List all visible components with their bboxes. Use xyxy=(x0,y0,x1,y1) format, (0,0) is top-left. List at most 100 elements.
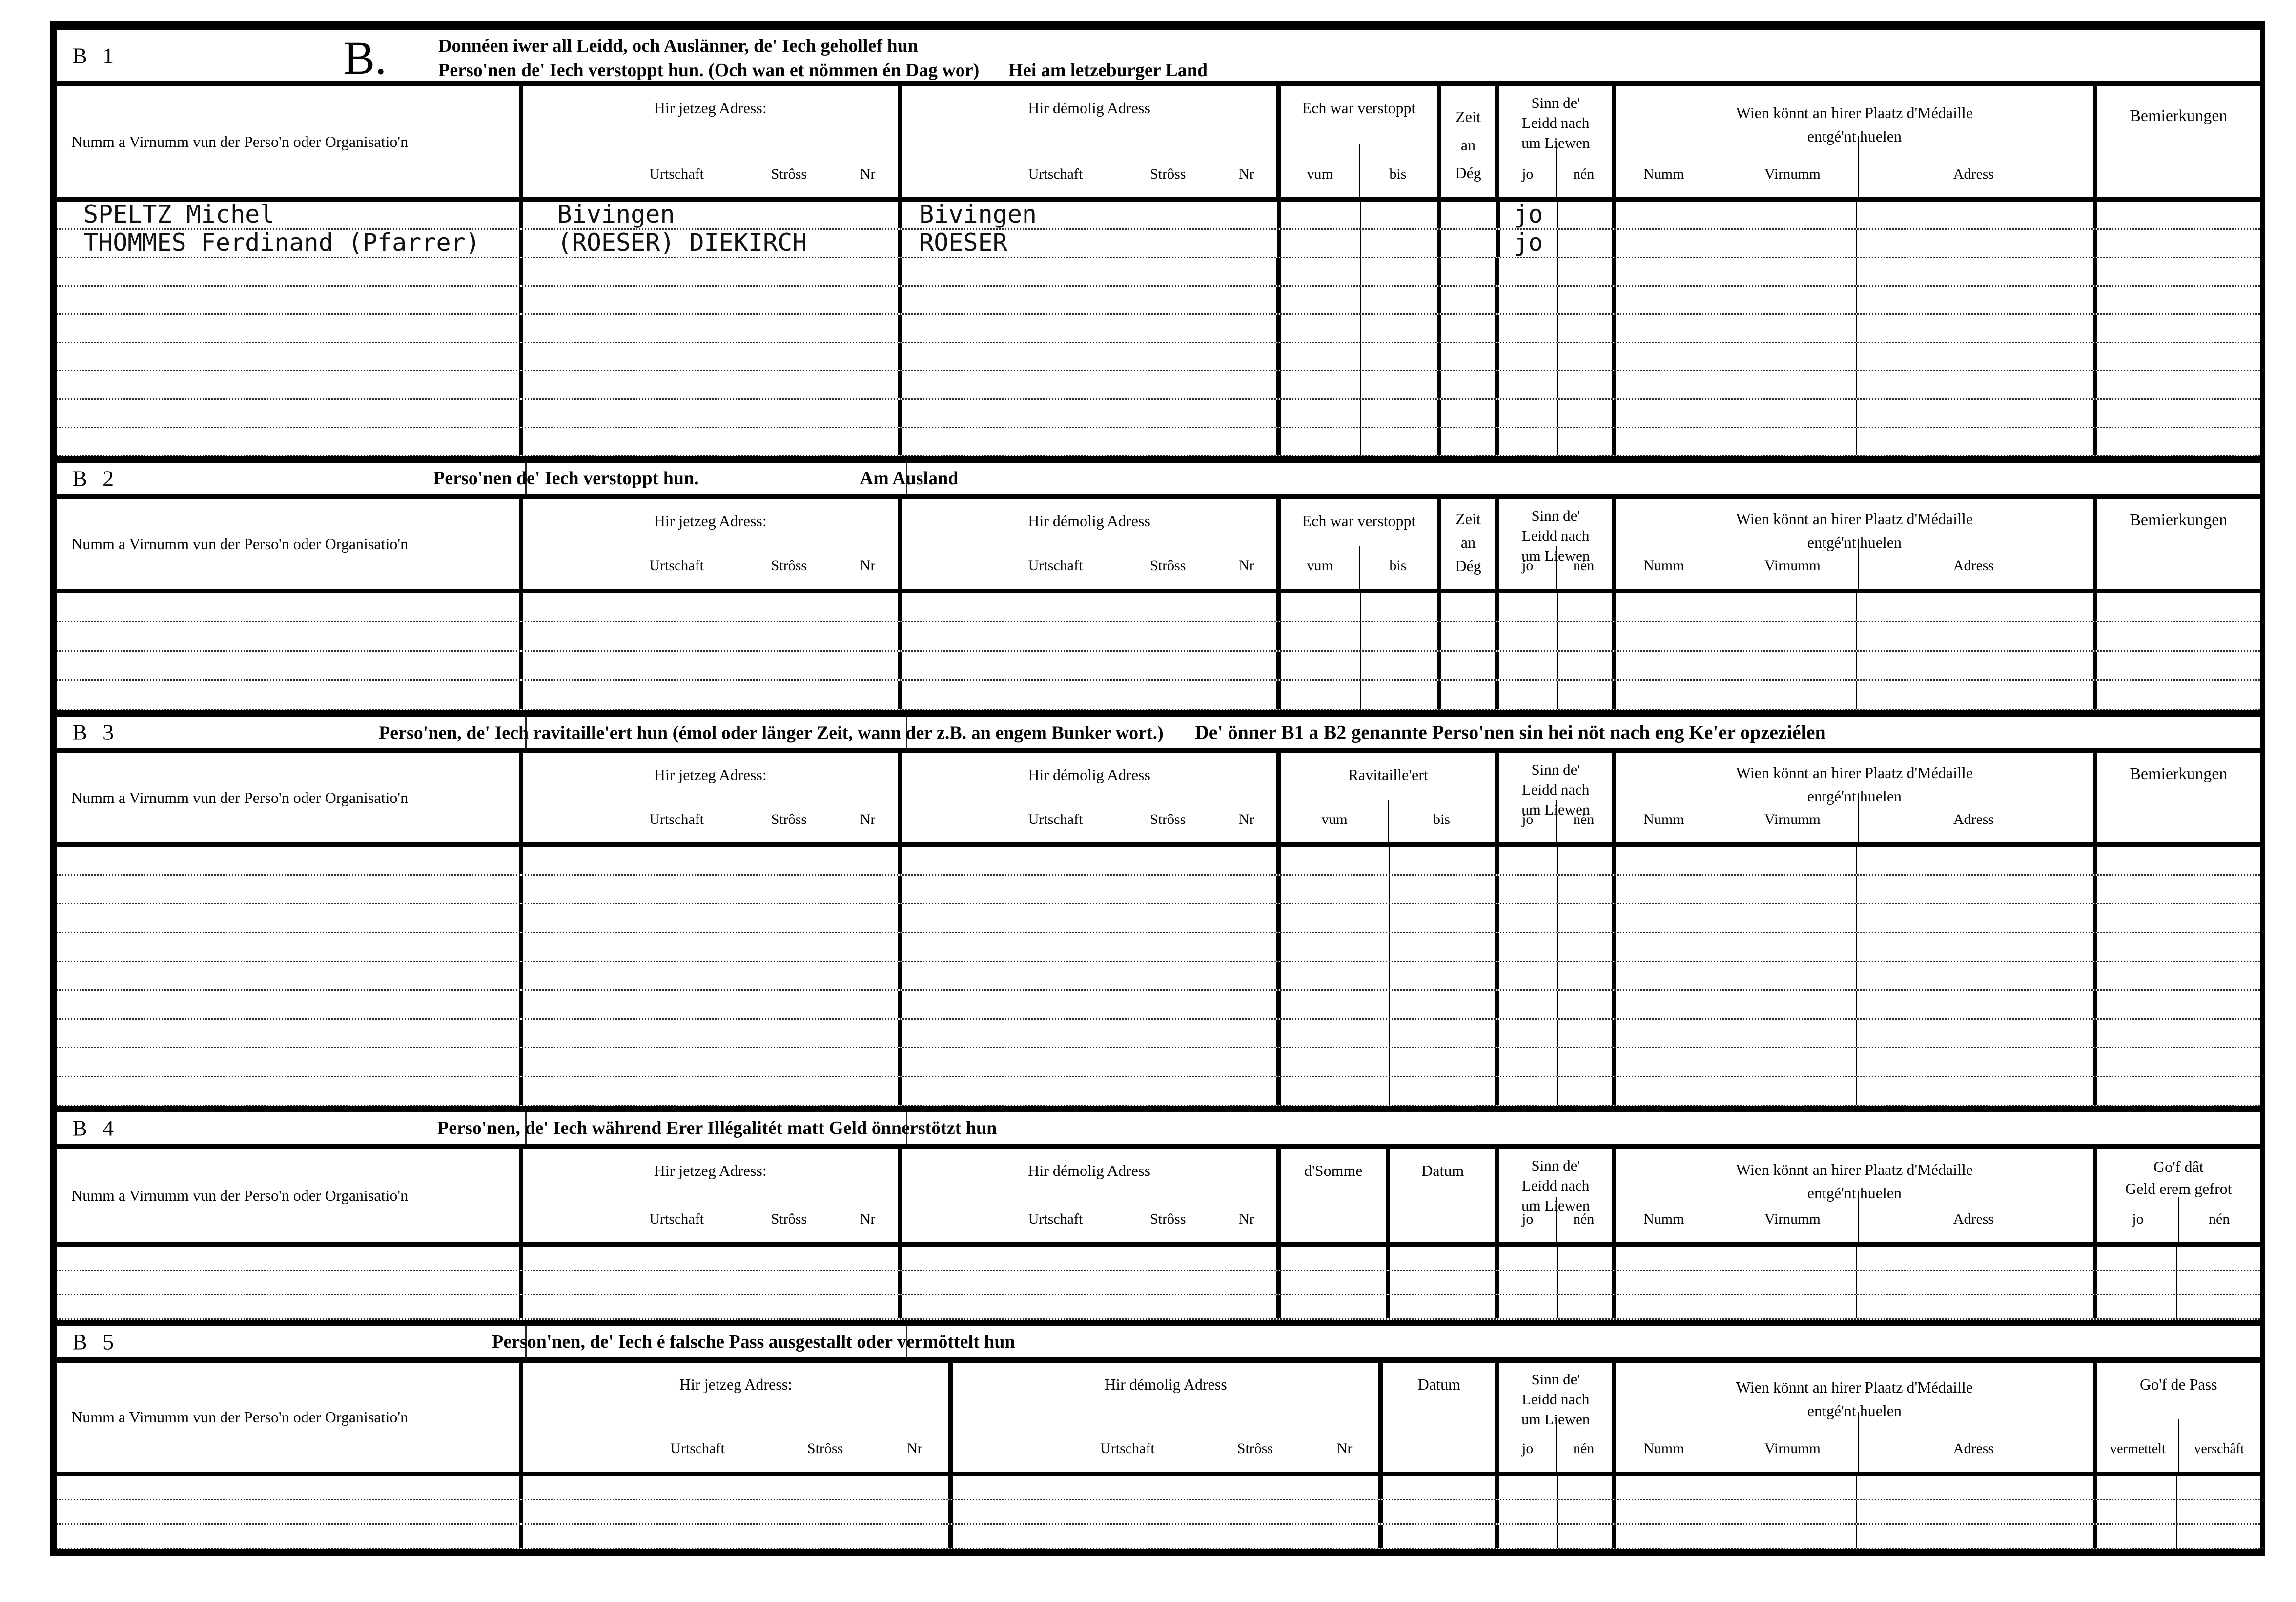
divider xyxy=(2178,1419,2180,1472)
empty-cell xyxy=(57,1077,523,1105)
empty-cell xyxy=(1616,287,1857,313)
b3-rows xyxy=(57,847,2260,1106)
b5-header-row: Numm a Virnumm vun der Perso'n oder Orga… xyxy=(57,1363,2260,1476)
empty-cell xyxy=(1558,230,1617,257)
empty-cell xyxy=(1441,681,1500,709)
empty-cell xyxy=(1390,991,1500,1018)
empty-cell xyxy=(523,593,902,621)
table-row xyxy=(57,1525,2260,1549)
empty-cell xyxy=(2097,258,2260,285)
empty-cell xyxy=(523,991,902,1018)
empty-cell xyxy=(1857,258,2097,285)
empty-cell xyxy=(1441,258,1500,285)
b4-rows xyxy=(57,1247,2260,1320)
empty-cell xyxy=(2177,1295,2260,1318)
empty-cell xyxy=(902,400,1281,427)
column-header-former-address: Hir démolig Adress Urtschaft Strôss Nr xyxy=(902,1149,1281,1242)
table-row xyxy=(57,1476,2260,1500)
column-header-bemierkungen: Bemierkungen xyxy=(2130,765,2228,783)
empty-cell xyxy=(1441,287,1500,313)
column-header-medal: Wien könnt an hirer Plaatz d'Médaille en… xyxy=(1616,753,2097,842)
divider xyxy=(1556,800,1557,842)
empty-cell xyxy=(1857,1048,2097,1076)
empty-cell xyxy=(2177,1500,2260,1523)
table-row xyxy=(57,1500,2260,1525)
empty-cell xyxy=(523,847,902,874)
column-header-current-address: Hir jetzeg Adress: Urtschaft Strôss Nr xyxy=(523,753,902,842)
empty-cell xyxy=(1616,371,1857,398)
column-header-sinn: Sinn de' Leidd nach um Liewen jo nén xyxy=(1499,86,1617,197)
empty-cell xyxy=(523,962,902,989)
column-header-former-address: Hir démolig Adress Urtschaft Strôss Nr xyxy=(902,499,1281,589)
column-header-datum: Datum xyxy=(1390,1149,1500,1242)
empty-cell xyxy=(1558,622,1617,650)
empty-cell xyxy=(1499,1048,1558,1076)
column-header-medal: Wien könnt an hirer Plaatz d'Médaille en… xyxy=(1616,499,2097,589)
empty-cell xyxy=(1558,1500,1617,1523)
empty-cell xyxy=(1857,1295,2097,1318)
empty-cell xyxy=(1558,904,1617,932)
empty-cell xyxy=(1361,315,1441,342)
empty-cell xyxy=(1499,933,1558,961)
empty-cell xyxy=(1616,991,1857,1018)
empty-cell xyxy=(1281,652,1361,679)
empty-cell xyxy=(57,847,523,874)
section-b3-id: B 3 xyxy=(72,719,119,745)
empty-cell xyxy=(1499,622,1558,650)
section-b4-id: B 4 xyxy=(72,1115,119,1141)
empty-cell xyxy=(902,1295,1281,1318)
empty-cell xyxy=(2177,1525,2260,1548)
empty-cell xyxy=(1857,371,2097,398)
empty-cell xyxy=(1281,847,1391,874)
empty-cell xyxy=(1441,652,1500,679)
table-row xyxy=(57,371,2260,400)
b5-rows xyxy=(57,1476,2260,1549)
empty-cell xyxy=(953,1500,1383,1523)
empty-cell xyxy=(57,428,523,455)
empty-cell xyxy=(1499,681,1558,709)
column-header-bemierkungen: Bemierkungen xyxy=(2130,107,2228,125)
empty-cell xyxy=(1558,991,1617,1018)
empty-cell xyxy=(1361,258,1441,285)
empty-cell xyxy=(57,371,523,398)
empty-cell xyxy=(1281,904,1391,932)
empty-cell xyxy=(1558,933,1617,961)
empty-cell xyxy=(1616,1525,1857,1548)
empty-cell xyxy=(1441,343,1500,370)
empty-cell xyxy=(1499,315,1558,342)
empty-cell xyxy=(1383,1476,1500,1499)
empty-cell xyxy=(953,1476,1383,1499)
empty-cell xyxy=(902,904,1281,932)
empty-cell xyxy=(1281,202,1361,228)
empty-cell xyxy=(1558,962,1617,989)
empty-cell xyxy=(1390,962,1500,989)
section-b3-titlebar: B 3 Perso'nen, de' Iech ravitaille'ert h… xyxy=(57,710,2260,753)
empty-cell xyxy=(1390,1077,1500,1105)
empty-cell xyxy=(57,1295,523,1318)
empty-cell xyxy=(1616,593,1857,621)
column-header-sinn: Sinn de' Leidd nach um Liewen jo nén xyxy=(1499,499,1617,589)
empty-cell xyxy=(57,1271,523,1294)
empty-cell xyxy=(1616,1295,1857,1318)
empty-cell xyxy=(902,933,1281,961)
table-row xyxy=(57,1271,2260,1295)
divider xyxy=(1858,1412,1859,1472)
empty-cell xyxy=(1857,652,2097,679)
divider xyxy=(525,463,527,494)
section-b5-title: Person'nen, de' Iech é falsche Pass ausg… xyxy=(492,1332,1015,1352)
empty-cell xyxy=(523,1525,953,1548)
empty-cell xyxy=(1558,258,1617,285)
empty-cell xyxy=(1857,876,2097,903)
empty-cell xyxy=(1499,1077,1558,1105)
empty-cell xyxy=(902,287,1281,313)
empty-cell xyxy=(1857,428,2097,455)
empty-cell xyxy=(1616,904,1857,932)
empty-cell xyxy=(1499,287,1558,313)
divider xyxy=(1858,136,1859,197)
table-row xyxy=(57,652,2260,681)
empty-cell xyxy=(1857,681,2097,709)
empty-cell xyxy=(523,933,902,961)
column-header-bemierkungen: Bemierkungen xyxy=(2130,511,2228,529)
empty-cell xyxy=(1361,681,1441,709)
empty-cell xyxy=(1616,202,1857,228)
